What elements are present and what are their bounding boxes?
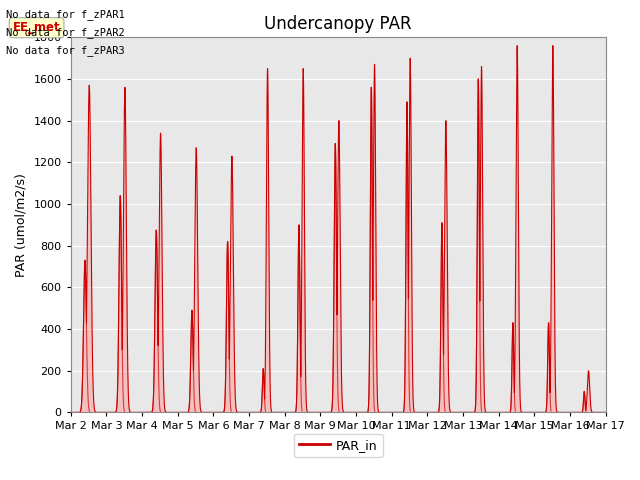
Title: Undercanopy PAR: Undercanopy PAR [264, 15, 412, 33]
Y-axis label: PAR (umol/m2/s): PAR (umol/m2/s) [15, 173, 28, 277]
Text: No data for f_zPAR2: No data for f_zPAR2 [6, 27, 125, 38]
Legend: PAR_in: PAR_in [294, 434, 383, 457]
Text: No data for f_zPAR3: No data for f_zPAR3 [6, 45, 125, 56]
Text: No data for f_zPAR1: No data for f_zPAR1 [6, 9, 125, 20]
Text: EE_met: EE_met [13, 21, 60, 34]
